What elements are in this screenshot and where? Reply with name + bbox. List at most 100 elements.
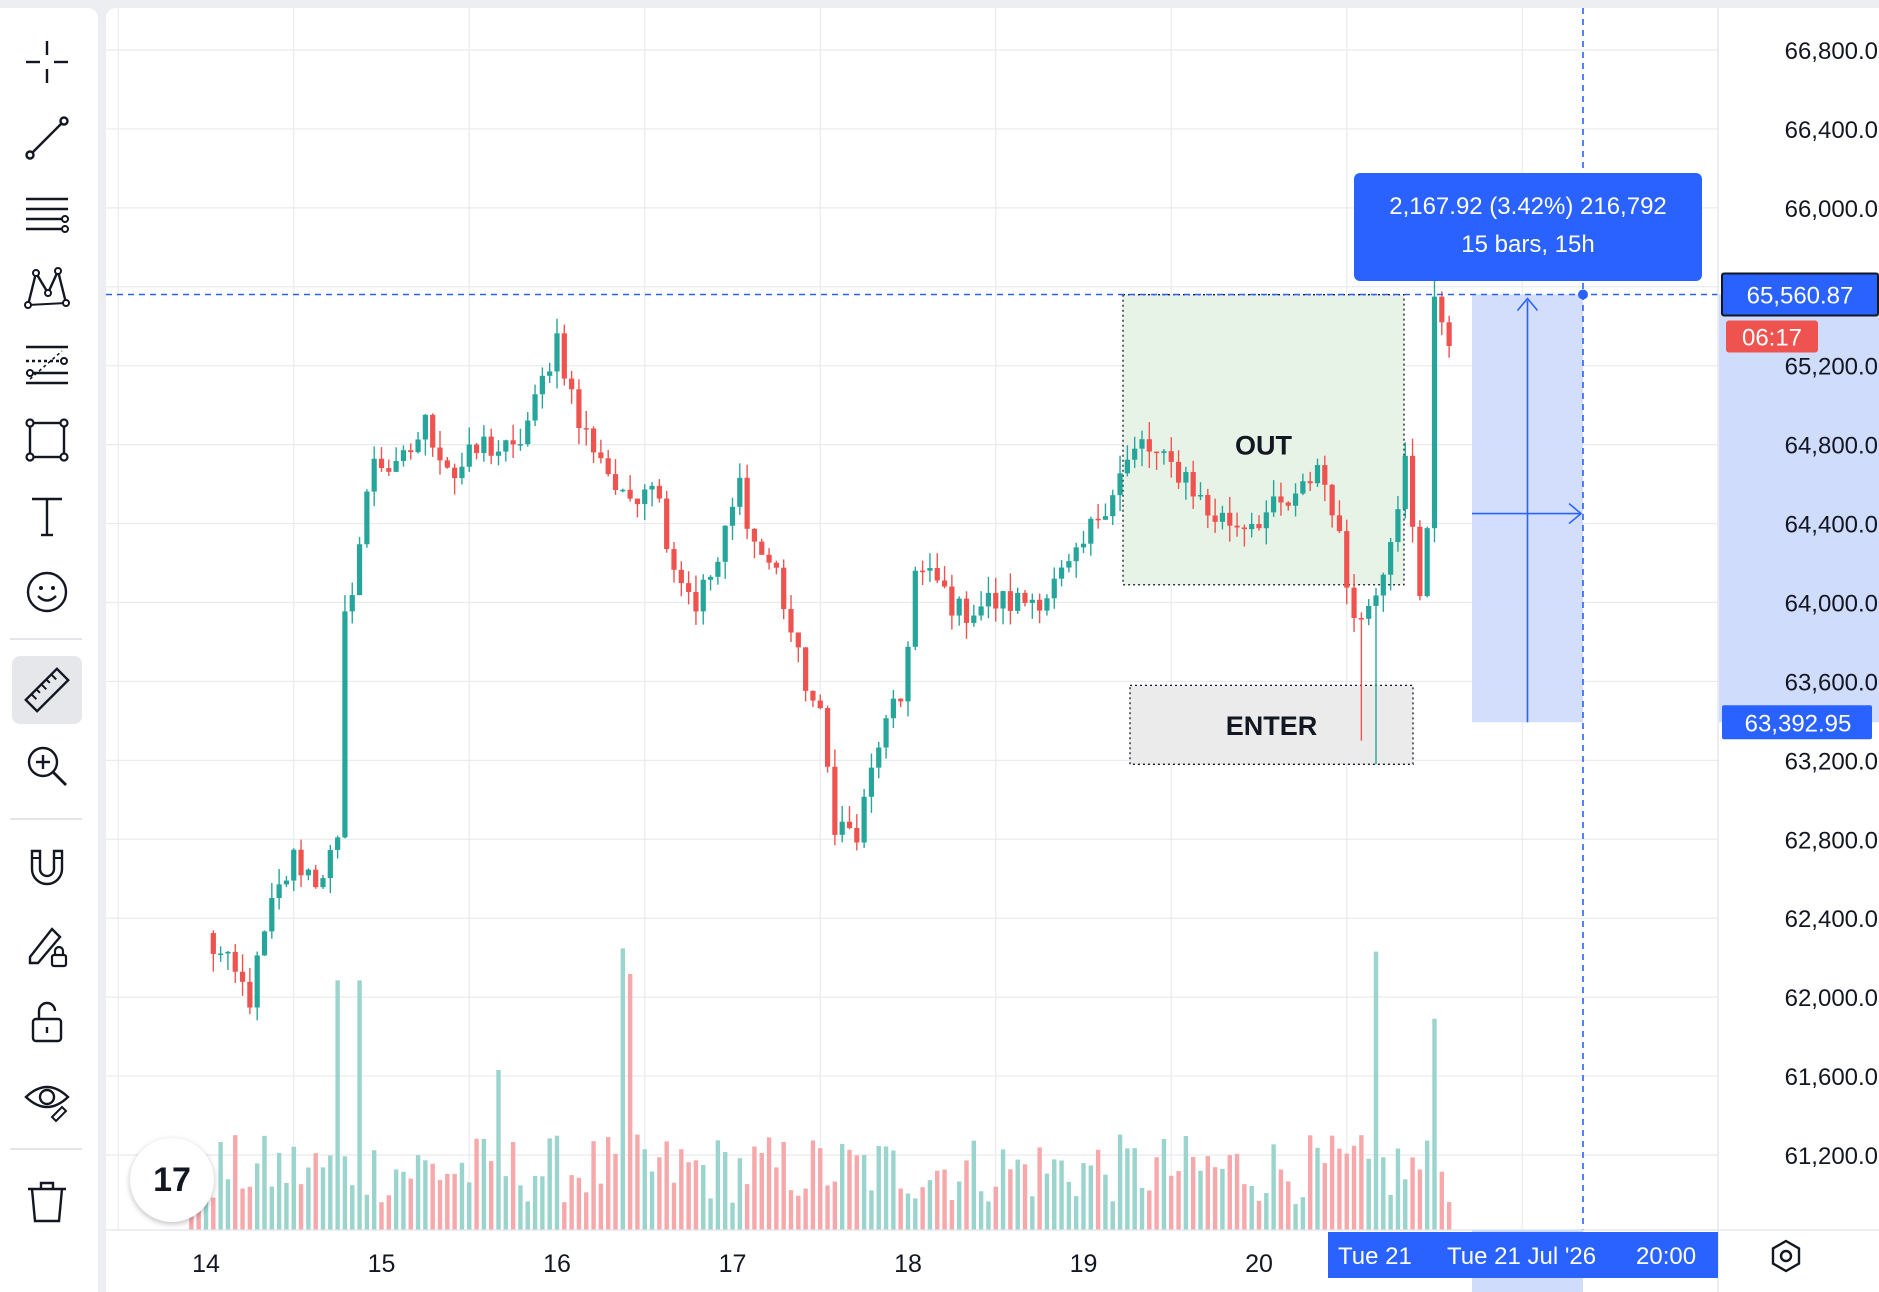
- volume-bar: [993, 1186, 998, 1230]
- volume-bar: [320, 1167, 326, 1230]
- candle-body: [210, 933, 216, 954]
- candle-body: [686, 583, 692, 592]
- rectangle-tool[interactable]: [12, 406, 82, 474]
- trend-line-tool[interactable]: [12, 104, 82, 172]
- volume-bar: [1307, 1135, 1313, 1230]
- volume-bar: [1293, 1204, 1298, 1230]
- volume-bar: [956, 1181, 962, 1230]
- volume-bar: [1022, 1164, 1028, 1230]
- volume-bar: [247, 1186, 253, 1230]
- candle-body: [1000, 591, 1006, 609]
- volume-bar: [891, 1150, 896, 1230]
- candle-body: [678, 569, 684, 584]
- text-tool[interactable]: [12, 482, 82, 550]
- time-axis: 14 15 16 17 18 19 20 Tue 21 Tue 21 Jul '26 20:00: [106, 1229, 1879, 1292]
- volume-bar: [598, 1183, 604, 1230]
- tradingview-logo[interactable]: 17: [130, 1138, 214, 1222]
- volume-bar: [715, 1140, 721, 1230]
- volume-bar: [1359, 1135, 1364, 1230]
- volume-bar: [1073, 1196, 1079, 1230]
- candle-body: [868, 767, 875, 797]
- volume-bar: [854, 1155, 860, 1230]
- volume-bar: [1015, 1159, 1020, 1230]
- candle-body: [254, 955, 260, 1008]
- toolbar-separator: [10, 818, 82, 820]
- volume-bar: [562, 1202, 567, 1230]
- unlock-tool[interactable]: [12, 988, 82, 1056]
- volume-bar: [269, 1186, 275, 1230]
- volume-bar: [1286, 1181, 1291, 1230]
- candle-body: [298, 849, 304, 876]
- candle-body: [1102, 516, 1109, 520]
- volume-bar: [964, 1160, 969, 1230]
- candles: [210, 251, 1452, 1021]
- candle-body: [963, 598, 970, 623]
- horizontal-lines-tool[interactable]: [12, 180, 82, 248]
- trash-tool[interactable]: [12, 1168, 82, 1236]
- volume-bar: [788, 1190, 794, 1230]
- crosshair-time-tag-date: Tue 21 Jul '26: [1447, 1243, 1596, 1270]
- eye-tool[interactable]: [12, 1064, 82, 1132]
- price-axis-label: 62,000.00: [1785, 985, 1879, 1012]
- volume-bar: [642, 1149, 647, 1230]
- volume-bars: [189, 948, 1452, 1230]
- volume-bar: [1432, 1018, 1437, 1230]
- candle-body: [1322, 465, 1328, 485]
- candle-body: [927, 568, 933, 571]
- candle-body: [1388, 542, 1394, 575]
- price-axis-measure-range: [1719, 294, 1879, 723]
- crosshair-tool[interactable]: [12, 28, 82, 96]
- candle-body: [356, 544, 363, 596]
- ruler-tool[interactable]: [12, 656, 82, 724]
- candle-body: [1080, 543, 1087, 548]
- volume-bar: [927, 1180, 933, 1230]
- volume-bar: [1373, 951, 1379, 1230]
- measure-low-tag-text: 63,392.95: [1745, 710, 1852, 737]
- candle-body: [693, 591, 699, 612]
- volume-bar: [1161, 1139, 1167, 1230]
- volume-bar: [1249, 1186, 1254, 1230]
- volume-bar: [796, 1195, 801, 1230]
- countdown-tag: [1726, 320, 1818, 353]
- candle-body: [985, 592, 992, 607]
- eye-icon: [24, 1085, 70, 1123]
- volume-bar: [818, 1148, 823, 1230]
- price-axis-label: 66,800.00: [1785, 38, 1879, 65]
- time-axis-label: 14: [192, 1250, 220, 1278]
- settings-icon[interactable]: [1768, 1238, 1804, 1274]
- candle-body: [590, 428, 597, 453]
- crosshair-time-tag-short: Tue 21: [1338, 1243, 1412, 1270]
- magnet-tool[interactable]: [12, 834, 82, 902]
- zoom-in-tool[interactable]: [12, 732, 82, 800]
- pattern-tool[interactable]: [12, 254, 82, 322]
- candle-body: [788, 609, 794, 633]
- measure-line-1: 2,167.92 (3.42%) 216,792: [1389, 193, 1667, 220]
- volume-bar: [1066, 1181, 1072, 1230]
- price-axis: 66,800.00 66,400.00 66,000.00 65,200.00 64,8…: [1717, 8, 1879, 1292]
- magnet-icon: [30, 849, 64, 886]
- candle-body: [349, 595, 355, 612]
- chart-area[interactable]: OUT ENTER 66,800.00 66,400.00 66,000.00 65,20…: [106, 8, 1879, 1292]
- lock-drawing-tool[interactable]: [12, 912, 82, 980]
- candle-body: [1329, 484, 1335, 516]
- volume-bar: [1081, 1163, 1086, 1230]
- candle-body: [232, 951, 238, 972]
- emoji-tool[interactable]: [12, 558, 82, 626]
- candle-body: [715, 561, 721, 577]
- candle-body: [795, 632, 801, 648]
- volume-bar: [978, 1191, 984, 1230]
- volume-bar: [306, 1167, 311, 1230]
- volume-bar: [328, 1155, 333, 1230]
- fib-retracement-tool[interactable]: [12, 330, 82, 398]
- candle-body: [1051, 578, 1057, 599]
- volume-bar: [1183, 1136, 1189, 1230]
- candle-body: [459, 466, 465, 479]
- trend-line-icon: [25, 116, 69, 160]
- chart-canvas[interactable]: OUT ENTER 66,800.00 66,400.00 66,000.00 65,20…: [106, 8, 1879, 1292]
- candle-body: [1285, 502, 1291, 506]
- candle-body: [751, 528, 758, 542]
- candle-body: [824, 708, 831, 767]
- candle-body: [1344, 531, 1350, 588]
- candle-body: [941, 580, 948, 587]
- price-axis-label: 63,600.00: [1785, 669, 1879, 696]
